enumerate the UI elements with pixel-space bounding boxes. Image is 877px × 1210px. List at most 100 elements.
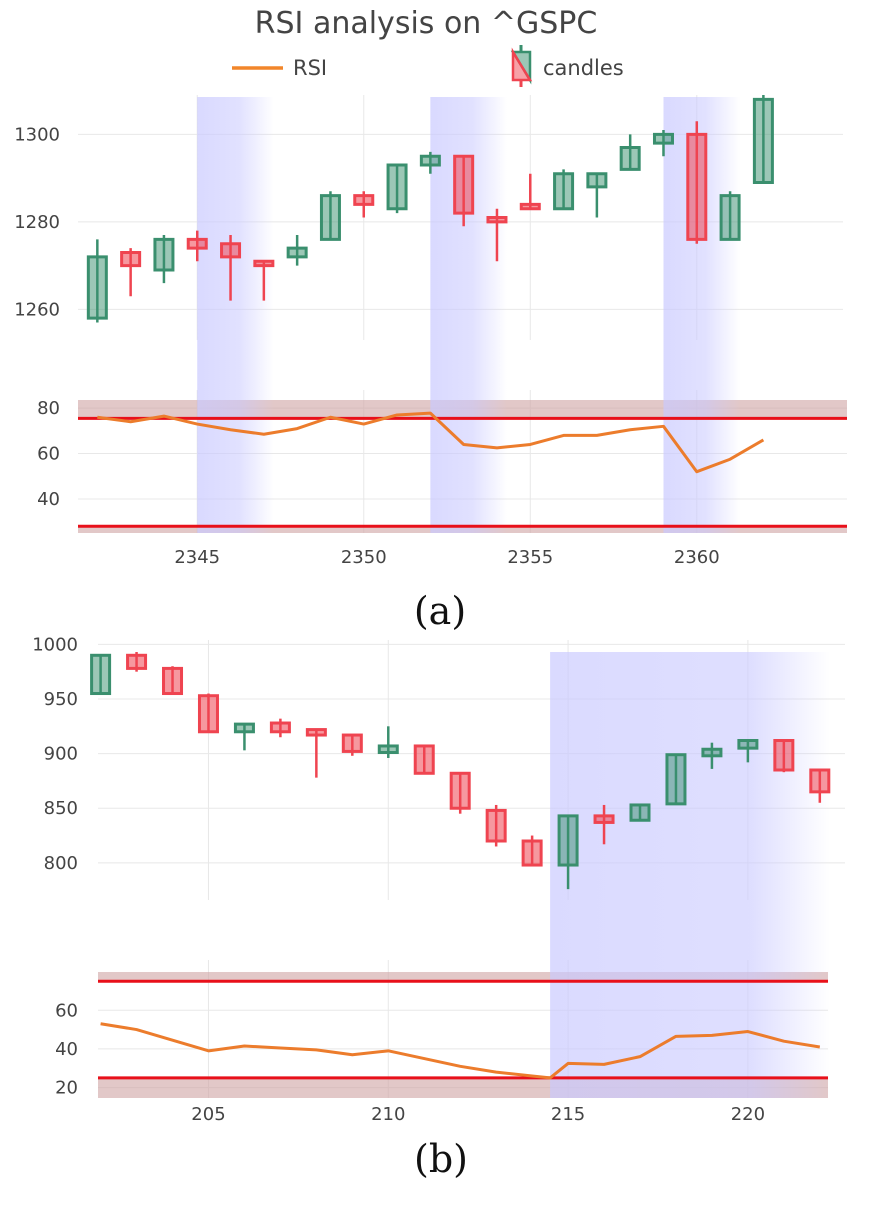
xtick-label-b: 215 [551, 1104, 585, 1125]
candle-b [737, 739, 759, 763]
candle-body [737, 739, 759, 750]
candle-body [773, 739, 795, 772]
candle-a [353, 191, 375, 218]
candle-body [386, 163, 408, 211]
candle-body [220, 242, 242, 259]
candle-body [341, 733, 363, 753]
xtick-label-b: 220 [731, 1104, 765, 1125]
candle-body [652, 132, 674, 145]
legend-candles-label: candles [543, 56, 624, 80]
candle-a [686, 121, 708, 244]
candle-body [162, 666, 184, 696]
candle-a [453, 154, 475, 227]
candle-a [486, 208, 508, 262]
rsi-ytick-label-b: 20 [55, 1078, 78, 1099]
candle-body [701, 747, 723, 758]
candle-b [557, 814, 579, 890]
candle-body [629, 803, 651, 822]
candle-body [319, 194, 341, 241]
candle-b [341, 733, 363, 756]
candle-b [701, 742, 723, 769]
xtick-label-b: 205 [191, 1104, 225, 1125]
candle-b [521, 835, 543, 867]
xtick-label-a: 2360 [674, 547, 720, 568]
price-ytick-label-b: 850 [44, 798, 78, 819]
candle-b [773, 739, 795, 773]
candle-body [120, 251, 142, 268]
panel-b-caption: (b) [414, 1137, 468, 1181]
candle-b [629, 803, 651, 822]
candle-body [197, 694, 219, 734]
candle-body [153, 237, 175, 272]
highlight-region-b [550, 652, 830, 1098]
candle-body [453, 154, 475, 215]
candle-b [162, 666, 184, 696]
candle-b [593, 804, 615, 845]
candle-body [286, 246, 308, 259]
rsi-ytick-label-b: 40 [55, 1039, 78, 1060]
legend-item-candles[interactable]: candles [510, 45, 624, 87]
candle-body [449, 771, 471, 810]
candle-a [319, 191, 341, 241]
xtick-label-a: 2355 [507, 547, 553, 568]
candle-b [233, 722, 255, 751]
candle-body [519, 202, 541, 211]
legend-item-rsi[interactable]: RSI [232, 56, 327, 80]
candle-b [377, 726, 399, 758]
price-ytick-label-a: 1300 [14, 124, 60, 145]
candle-b [413, 744, 435, 775]
candle-body [553, 172, 575, 211]
candle-body [686, 132, 708, 241]
candle-a [619, 134, 641, 171]
candle-body [809, 768, 831, 794]
candle-body [619, 146, 641, 171]
candle-a [752, 95, 774, 184]
candle-a [652, 130, 674, 157]
chart-title: RSI analysis on ^GSPC [255, 6, 598, 41]
candle-a [120, 248, 142, 297]
candle-b [305, 728, 327, 778]
candle-body [353, 194, 375, 206]
candle-b [269, 718, 291, 738]
candle-body [665, 753, 687, 806]
candle-a [419, 151, 441, 174]
rsi-ytick-label-a: 40 [37, 489, 60, 510]
candle-a [220, 235, 242, 301]
candle-body [557, 814, 579, 867]
panel-a-caption: (a) [414, 589, 466, 633]
candle-a [719, 191, 741, 241]
candle-body [253, 259, 275, 268]
xtick-label-b: 210 [371, 1104, 405, 1125]
candle-a [86, 239, 108, 323]
candle-body [126, 653, 148, 670]
xtick-label-a: 2350 [341, 547, 387, 568]
price-ytick-label-b: 1000 [32, 634, 78, 655]
legend[interactable]: RSI candles [232, 45, 624, 87]
rsi-ytick-label-a: 80 [37, 398, 60, 419]
price-ytick-label-a: 1260 [14, 299, 60, 320]
candle-body [233, 722, 255, 734]
candle-body [419, 154, 441, 167]
rsi-ytick-label-b: 60 [55, 1000, 78, 1021]
candle-body [305, 728, 327, 737]
candle-b [449, 771, 471, 814]
candle-a [386, 163, 408, 214]
rsi-line-a [97, 411, 765, 474]
legend-rsi-label: RSI [293, 56, 327, 80]
candle-body [485, 808, 507, 843]
candle-b [665, 753, 687, 806]
candle-b [126, 652, 148, 672]
panel-b: 800 850 900 950 1000 20 40 60 205 210 215 220 [32, 634, 845, 1125]
panel-a: 1260 1280 1300 40 60 80 2345 2350 2355 2360 [14, 95, 847, 568]
candle-body [719, 194, 741, 241]
price-ytick-label-b: 900 [44, 744, 78, 765]
rsi-line-b [100, 1022, 821, 1080]
candle-a [153, 235, 175, 284]
candle-body [377, 744, 399, 755]
candle-body [752, 97, 774, 184]
candle-a [586, 172, 608, 218]
rsi-ytick-label-a: 60 [37, 444, 60, 465]
candle-b [197, 693, 219, 734]
overbought-band-b [98, 972, 828, 982]
